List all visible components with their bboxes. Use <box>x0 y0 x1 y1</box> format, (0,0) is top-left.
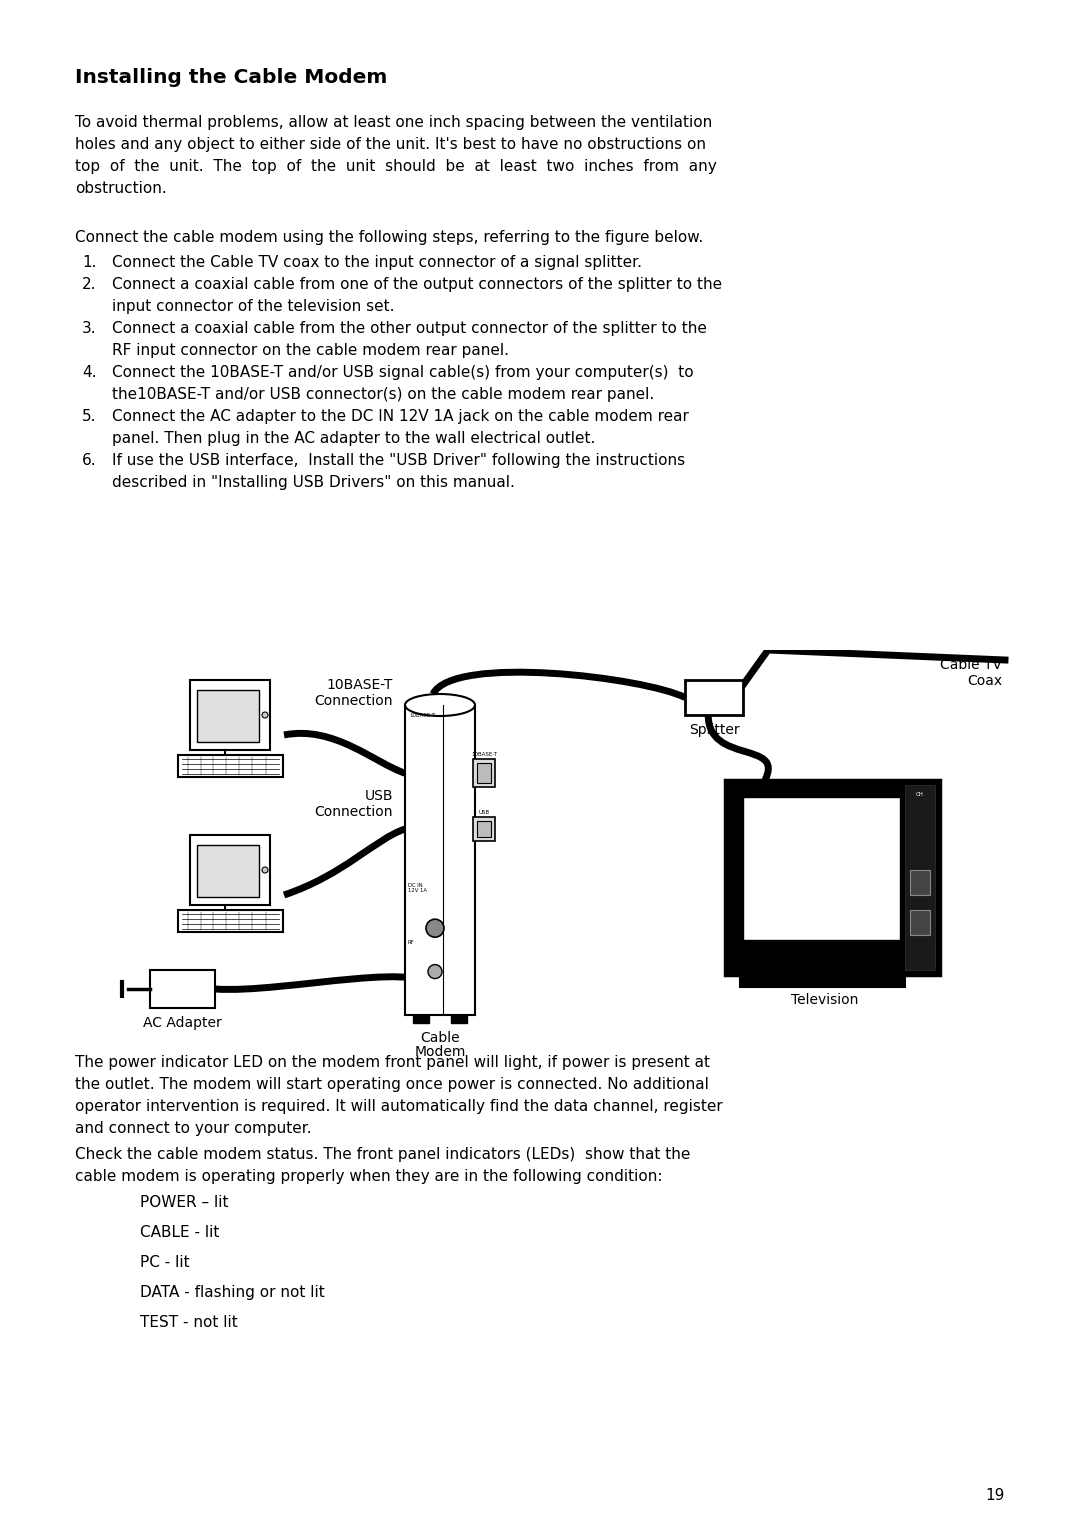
Text: Splitter: Splitter <box>689 723 740 737</box>
Text: Installing the Cable Modem: Installing the Cable Modem <box>75 69 388 87</box>
Text: 4.: 4. <box>82 364 96 380</box>
Text: Connect the cable modem using the following steps, referring to the figure below: Connect the cable modem using the follow… <box>75 230 703 246</box>
Bar <box>477 762 491 784</box>
Bar <box>197 845 259 897</box>
Bar <box>190 836 270 904</box>
Text: TEST - not lit: TEST - not lit <box>140 1315 238 1330</box>
Circle shape <box>428 965 442 979</box>
Bar <box>743 798 900 939</box>
Text: holes and any object to either side of the unit. It's best to have no obstructio: holes and any object to either side of t… <box>75 137 706 152</box>
Text: 10BASE-T: 10BASE-T <box>471 752 497 758</box>
Text: USB: USB <box>478 810 489 814</box>
Text: Connect a coaxial cable from the other output connector of the splitter to the: Connect a coaxial cable from the other o… <box>112 320 707 336</box>
Text: PC - lit: PC - lit <box>140 1255 190 1270</box>
Text: Check the cable modem status. The front panel indicators (LEDs)  show that the: Check the cable modem status. The front … <box>75 1147 690 1162</box>
Text: Connect the AC adapter to the DC IN 12V 1A jack on the cable modem rear: Connect the AC adapter to the DC IN 12V … <box>112 409 689 424</box>
Text: 10BASE-T: 10BASE-T <box>409 714 435 718</box>
Bar <box>150 970 215 1008</box>
Text: and connect to your computer.: and connect to your computer. <box>75 1121 312 1136</box>
Text: USB
Connection: USB Connection <box>314 788 393 819</box>
Bar <box>740 974 905 987</box>
Text: DC IN
12V 1A: DC IN 12V 1A <box>408 883 427 894</box>
Bar <box>685 680 743 715</box>
Bar <box>910 869 930 895</box>
Circle shape <box>262 712 268 718</box>
Bar <box>413 1016 429 1023</box>
Text: Connect the 10BASE-T and/or USB signal cable(s) from your computer(s)  to: Connect the 10BASE-T and/or USB signal c… <box>112 364 693 380</box>
Text: The power indicator LED on the modem front panel will light, if power is present: The power indicator LED on the modem fro… <box>75 1055 710 1071</box>
Text: Television: Television <box>792 993 859 1007</box>
Text: Connect a coaxial cable from one of the output connectors of the splitter to the: Connect a coaxial cable from one of the … <box>112 278 723 291</box>
Ellipse shape <box>405 694 475 717</box>
Text: To avoid thermal problems, allow at least one inch spacing between the ventilati: To avoid thermal problems, allow at leas… <box>75 114 712 130</box>
Text: cable modem is operating properly when they are in the following condition:: cable modem is operating properly when t… <box>75 1170 662 1183</box>
Text: described in "Installing USB Drivers" on this manual.: described in "Installing USB Drivers" on… <box>112 474 515 490</box>
Text: 2.: 2. <box>82 278 96 291</box>
Text: DATA - flashing or not lit: DATA - flashing or not lit <box>140 1286 325 1299</box>
Bar <box>177 755 283 778</box>
Text: POWER – lit: POWER – lit <box>140 1196 229 1209</box>
Bar <box>477 820 491 837</box>
Text: the10BASE-T and/or USB connector(s) on the cable modem rear panel.: the10BASE-T and/or USB connector(s) on t… <box>112 387 654 403</box>
Bar <box>197 689 259 743</box>
Bar <box>905 785 935 970</box>
Text: the outlet. The modem will start operating once power is connected. No additiona: the outlet. The modem will start operati… <box>75 1077 708 1092</box>
Text: 3.: 3. <box>82 320 96 336</box>
Text: 1.: 1. <box>82 255 96 270</box>
Bar <box>473 817 495 840</box>
Text: Cable TV
Coax: Cable TV Coax <box>940 657 1002 688</box>
Bar <box>177 910 283 932</box>
Text: 6.: 6. <box>82 453 96 468</box>
Text: RF: RF <box>408 941 415 946</box>
Text: Connect the Cable TV coax to the input connector of a signal splitter.: Connect the Cable TV coax to the input c… <box>112 255 642 270</box>
Bar <box>725 779 940 974</box>
Text: top  of  the  unit.  The  top  of  the  unit  should  be  at  least  two  inches: top of the unit. The top of the unit sho… <box>75 159 717 174</box>
Text: Cable: Cable <box>420 1031 460 1045</box>
Circle shape <box>262 868 268 872</box>
Text: If use the USB interface,  Install the "USB Driver" following the instructions: If use the USB interface, Install the "U… <box>112 453 685 468</box>
Text: panel. Then plug in the AC adapter to the wall electrical outlet.: panel. Then plug in the AC adapter to th… <box>112 432 595 445</box>
Text: CH: CH <box>916 791 923 798</box>
Bar <box>910 910 930 935</box>
Bar <box>405 705 475 1016</box>
Text: obstruction.: obstruction. <box>75 181 166 197</box>
Text: 19: 19 <box>986 1488 1005 1504</box>
Text: input connector of the television set.: input connector of the television set. <box>112 299 394 314</box>
Text: 5.: 5. <box>82 409 96 424</box>
Bar <box>190 680 270 750</box>
Text: 10BASE-T
Connection: 10BASE-T Connection <box>314 679 393 708</box>
Bar <box>473 759 495 787</box>
Text: RF input connector on the cable modem rear panel.: RF input connector on the cable modem re… <box>112 343 509 358</box>
Text: AC Adapter: AC Adapter <box>143 1016 221 1029</box>
Bar <box>451 1016 467 1023</box>
Circle shape <box>426 920 444 938</box>
Text: CABLE - lit: CABLE - lit <box>140 1225 219 1240</box>
Text: Modem: Modem <box>415 1045 465 1058</box>
Text: operator intervention is required. It will automatically find the data channel, : operator intervention is required. It wi… <box>75 1100 723 1113</box>
